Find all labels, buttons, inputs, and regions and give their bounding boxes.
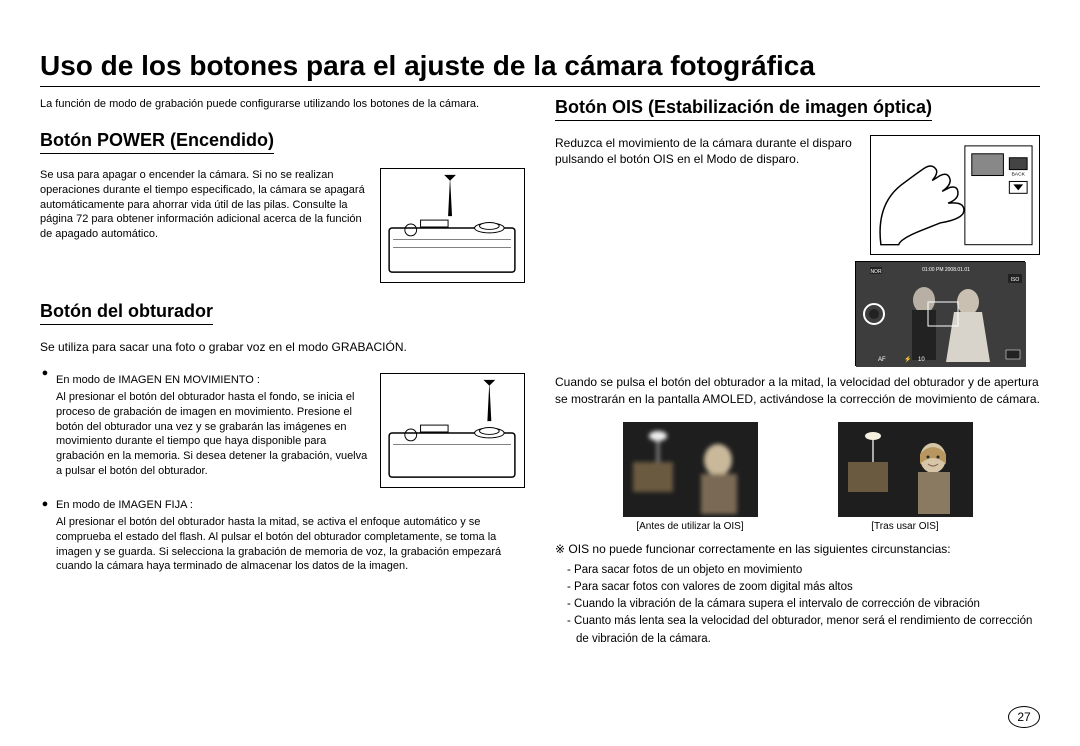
svg-text:01:00 PM 2008.01.01: 01:00 PM 2008.01.01 [922,267,970,273]
reference-mark-icon: ※ [555,542,565,556]
power-illustration [380,168,525,283]
shutter-illustration [380,373,525,488]
ois-after-caption: [Tras usar OIS] [838,521,973,532]
ois-warning-text: OIS no puede funcionar correctamente en … [568,542,950,556]
svg-text:ISO: ISO [1011,277,1020,283]
shutter-heading: Botón del obturador [40,301,213,325]
page-number: 27 [1008,706,1040,728]
ois-text1: Reduzca el movimiento de la cámara duran… [555,135,860,167]
dash-item: - Cuando la vibración de la cámara super… [567,596,1040,613]
left-column: La función de modo de grabación puede co… [40,97,525,648]
bullet-icon: ● [40,498,50,574]
bullet1-body: Al presionar el botón del obturador hast… [56,390,368,479]
bullet2-body: Al presionar el botón del obturador hast… [56,515,525,574]
right-column: Botón OIS (Estabilización de imagen ópti… [555,97,1040,648]
ois-after-image [838,422,973,517]
bullet1-head: En modo de IMAGEN EN MOVIMIENTO : [56,373,368,388]
ois-hand-illustration: BACK [870,135,1040,255]
svg-text:⚡: ⚡ [904,355,911,363]
svg-text:NOR: NOR [870,269,882,275]
ois-text2: Cuando se pulsa el botón del obturador a… [555,374,1040,408]
bullet2-head: En modo de IMAGEN FIJA : [56,498,525,513]
ois-limitations-list: - Para sacar fotos de un objeto en movim… [555,562,1040,648]
ois-lcd-preview: NOR 01:00 PM 2008.01.01 ISO AF ⚡ 10 [855,261,1025,366]
ois-heading: Botón OIS (Estabilización de imagen ópti… [555,97,932,121]
power-body: Se usa para apagar o encender la cámara.… [40,168,368,242]
bullet-icon: ● [40,367,50,488]
svg-text:BACK: BACK [1012,172,1026,178]
ois-before-caption: [Antes de utilizar la OIS] [623,521,758,532]
power-heading: Botón POWER (Encendido) [40,130,274,154]
svg-text:10: 10 [918,357,925,363]
ois-before-image [623,422,758,517]
ois-warning: ※ OIS no puede funcionar correctamente e… [555,542,1040,556]
svg-text:AF: AF [878,357,886,363]
intro-text: La función de modo de grabación puede co… [40,97,525,112]
dash-item: - Para sacar fotos de un objeto en movim… [567,562,1040,579]
page-title: Uso de los botones para el ajuste de la … [40,50,1040,87]
shutter-intro: Se utiliza para sacar una foto o grabar … [40,339,525,355]
dash-item: - Para sacar fotos con valores de zoom d… [567,579,1040,596]
dash-item: - Cuanto más lenta sea la velocidad del … [567,613,1040,648]
